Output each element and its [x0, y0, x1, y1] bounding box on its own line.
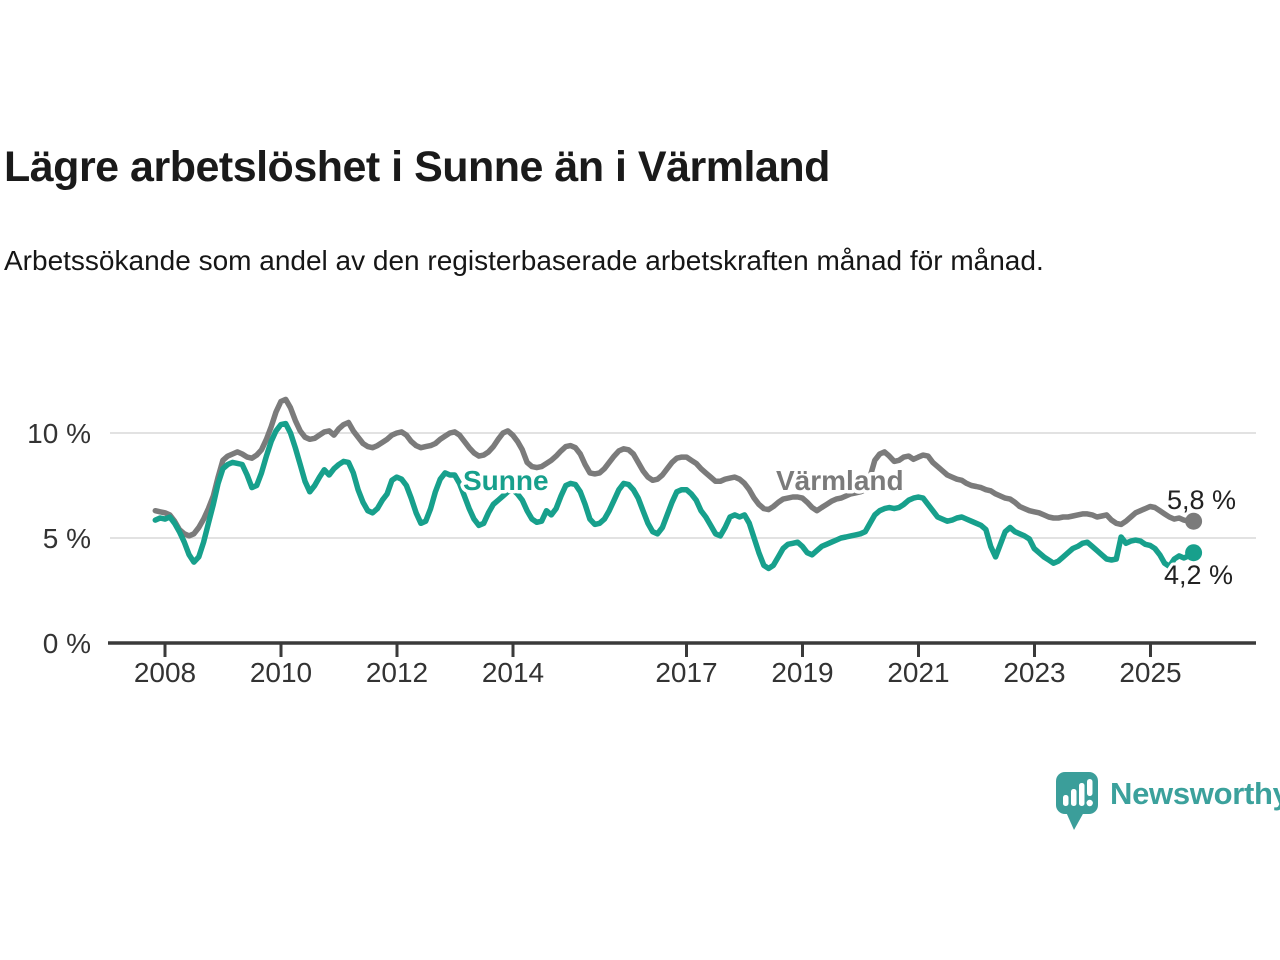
page-title: Lägre arbetslöshet i Sunne än i Värmland: [4, 143, 830, 191]
x-axis-tick-labels: 2008 2010 2012 2014 2017 2019 2021 2023 …: [134, 657, 1182, 688]
bar-small: [1063, 795, 1069, 806]
series-dot-1: [1185, 544, 1203, 562]
x-tick-label: 2025: [1119, 657, 1181, 688]
x-tick-label: 2012: [366, 657, 428, 688]
series-line-1: [152, 420, 1197, 572]
x-tick-label: 2021: [887, 657, 949, 688]
page-subtitle: Arbetssökande som andel av den registerb…: [4, 245, 1044, 276]
exclamation-stem: [1087, 779, 1093, 796]
series-label-varmland: Värmland: [776, 465, 904, 496]
y-tick-label-10: 10 %: [27, 418, 91, 449]
x-tick-label: 2017: [655, 657, 717, 688]
x-tick-label: 2019: [771, 657, 833, 688]
newsworthy-logo-text: Newsworthy: [1110, 776, 1280, 811]
y-tick-label-5: 5 %: [43, 523, 91, 554]
exclamation-dot: [1086, 799, 1093, 807]
x-tick-label: 2008: [134, 657, 196, 688]
end-value-label-varmland: 5,8 %: [1167, 485, 1236, 515]
x-axis-ticks: [163, 644, 1152, 657]
newsworthy-logo: Newsworthy: [1054, 770, 1280, 832]
y-tick-label-0: 0 %: [43, 628, 91, 659]
x-tick-label: 2023: [1003, 657, 1065, 688]
series-line-0: [152, 396, 1197, 539]
bar-large: [1079, 783, 1085, 806]
newsworthy-logo-icon: [1056, 772, 1098, 830]
series-dot-0: [1185, 512, 1203, 530]
end-value-label-sunne: 4,2 %: [1164, 560, 1233, 590]
x-tick-label: 2010: [250, 657, 312, 688]
series-label-sunne: Sunne: [463, 465, 549, 496]
x-tick-label: 2014: [482, 657, 544, 688]
bar-medium: [1071, 789, 1077, 806]
speech-bubble-tail: [1066, 812, 1084, 830]
